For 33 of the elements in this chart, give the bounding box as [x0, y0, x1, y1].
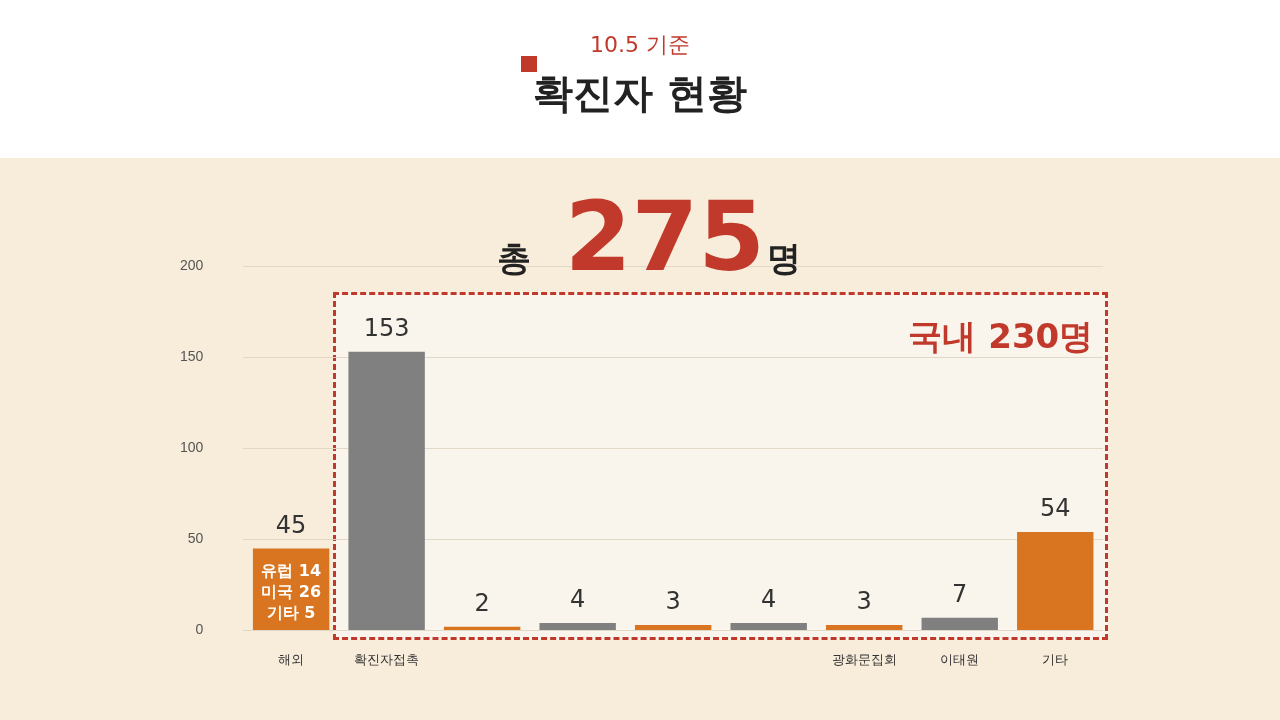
data-label: 2 — [474, 588, 490, 617]
data-label: 3 — [665, 587, 681, 616]
y-tick-label: 150 — [180, 347, 204, 364]
y-tick-label: 100 — [180, 439, 204, 456]
bar — [539, 623, 616, 630]
y-tick-label: 0 — [195, 621, 204, 638]
x-tick-label: 확진자접촉 — [354, 651, 420, 667]
annotation: 유럽 14 — [261, 561, 322, 581]
chart-title: 확진자 현황 — [532, 69, 748, 118]
data-label: 45 — [275, 510, 307, 539]
y-tick-label: 200 — [180, 256, 204, 273]
bar — [634, 624, 712, 630]
bar — [730, 623, 807, 630]
x-tick-label: 이태원 — [940, 651, 980, 667]
x-tick-label: 기타 — [1042, 651, 1069, 667]
annotation: 국내 230명 — [908, 316, 1094, 356]
data-label: 54 — [1039, 494, 1071, 523]
chart-subtitle: 10.5 기준 — [589, 31, 691, 59]
x-tick-label: 해외 — [278, 651, 305, 667]
annotation: 기타 5 — [266, 603, 316, 623]
y-tick-label: 50 — [187, 530, 204, 547]
x-tick-label: 광화문집회 — [831, 651, 897, 667]
bar — [443, 626, 521, 630]
data-label: 153 — [363, 313, 410, 342]
annotation: 미국 26 — [261, 582, 322, 602]
bar — [348, 351, 425, 630]
data-label: 7 — [952, 579, 968, 608]
data-label: 3 — [856, 587, 872, 616]
data-label: 4 — [761, 585, 777, 614]
bar — [826, 624, 903, 630]
data-label: 4 — [570, 585, 586, 614]
bar — [1017, 532, 1094, 630]
bar — [921, 617, 998, 630]
